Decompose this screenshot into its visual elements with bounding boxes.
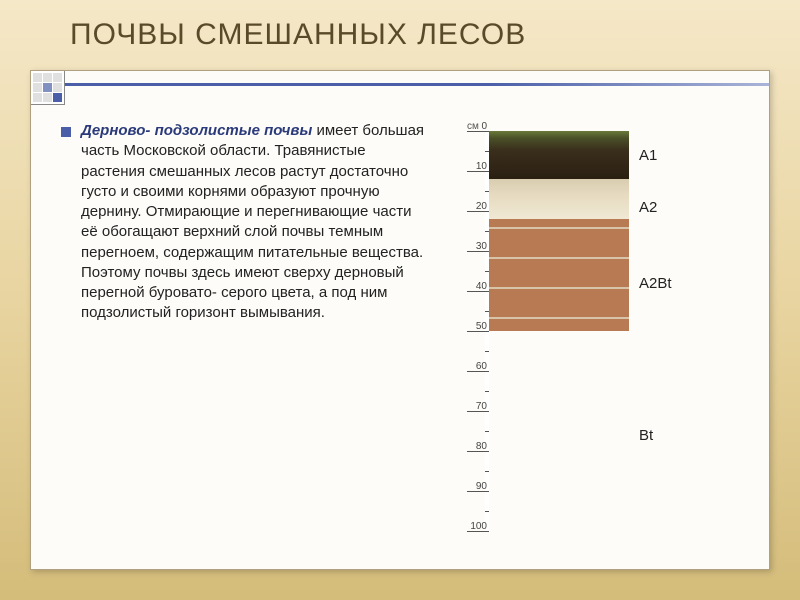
ruler-tick-major: 100	[467, 531, 489, 532]
horizon-label-Bt: Bt	[639, 427, 653, 444]
ruler-tick-label: 50	[476, 321, 487, 332]
ruler-tick-minor	[485, 271, 489, 272]
ruler-tick-label: 30	[476, 241, 487, 252]
corner-decoration-icon	[31, 71, 65, 105]
ruler-tick-major: 0	[467, 131, 489, 132]
horizon-label-A1: A1	[639, 147, 657, 164]
ruler-tick-major: 10	[467, 171, 489, 172]
ruler-tick-major: 40	[467, 291, 489, 292]
ruler-tick-minor	[485, 511, 489, 512]
horizon-label-A2Bt: A2Bt	[639, 275, 672, 292]
ruler-tick-label: 40	[476, 281, 487, 292]
content-inner: Дерново- подзолистые почвы имеет большая…	[61, 121, 749, 549]
header-divider	[65, 83, 769, 86]
slide-title-bar: ПОЧВЫ СМЕШАННЫХ ЛЕСОВ	[70, 18, 770, 52]
ruler-tick-major: 80	[467, 451, 489, 452]
ruler-tick-minor	[485, 231, 489, 232]
depth-ruler: 0102030405060708090100	[485, 131, 489, 531]
bullet-marker-icon	[61, 127, 71, 137]
ruler-tick-minor	[485, 351, 489, 352]
lead-phrase: Дерново- подзолистые почвы	[81, 122, 312, 139]
ruler-tick-major: 30	[467, 251, 489, 252]
horizon-label-A2: A2	[639, 199, 657, 216]
ruler-tick-minor	[485, 311, 489, 312]
ruler-tick-major: 90	[467, 491, 489, 492]
ruler-tick-label: 60	[476, 361, 487, 372]
soil-layer-A1	[489, 131, 629, 179]
ruler-tick-label: 0	[481, 121, 487, 132]
bullet-item: Дерново- подзолистые почвы имеет большая…	[61, 121, 429, 324]
ruler-tick-major: 50	[467, 331, 489, 332]
paragraph: Дерново- подзолистые почвы имеет большая…	[81, 121, 429, 324]
ruler-tick-minor	[485, 151, 489, 152]
ruler-tick-label: 90	[476, 481, 487, 492]
ruler-tick-label: 80	[476, 441, 487, 452]
ruler-tick-label: 70	[476, 401, 487, 412]
ruler-tick-label: 10	[476, 161, 487, 172]
ruler-tick-label: 100	[470, 521, 487, 532]
soil-profile-column	[489, 131, 629, 531]
ruler-tick-major: 70	[467, 411, 489, 412]
soil-layer-A2	[489, 179, 629, 219]
ruler-tick-minor	[485, 191, 489, 192]
ruler-tick-major: 20	[467, 211, 489, 212]
ruler-tick-label: 20	[476, 201, 487, 212]
slide-title: ПОЧВЫ СМЕШАННЫХ ЛЕСОВ	[70, 18, 770, 52]
soil-layer-Bt	[489, 331, 629, 531]
ruler-tick-minor	[485, 431, 489, 432]
soil-profile-diagram: см 0102030405060708090100 A1A2A2BtBt	[449, 121, 749, 549]
content-panel: Дерново- подзолистые почвы имеет большая…	[30, 70, 770, 570]
ruler-tick-minor	[485, 471, 489, 472]
paragraph-rest: имеет большая часть Московской области. …	[81, 122, 424, 321]
soil-layer-A2Bt	[489, 219, 629, 331]
ruler-tick-major: 60	[467, 371, 489, 372]
ruler-tick-minor	[485, 391, 489, 392]
text-column: Дерново- подзолистые почвы имеет большая…	[61, 121, 449, 549]
